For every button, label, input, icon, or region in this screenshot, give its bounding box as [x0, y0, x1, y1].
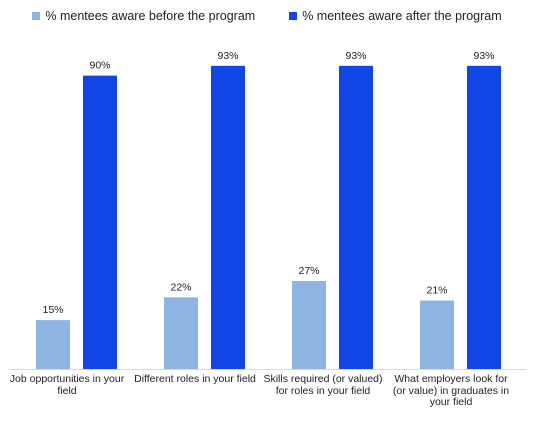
legend-label-before: % mentees aware before the program — [45, 9, 256, 23]
data-label: 93% — [473, 50, 494, 62]
legend-item-after: % mentees aware after the program — [289, 9, 502, 23]
bar-after — [467, 65, 501, 369]
data-label: 27% — [298, 265, 319, 277]
category-label: What employers look for (or value) in gr… — [392, 373, 510, 408]
category-label: Job opportunities in your field — [9, 373, 125, 397]
data-label: 90% — [89, 60, 110, 72]
legend-label-after: % mentees aware after the program — [302, 9, 502, 23]
bar-after — [339, 65, 373, 369]
bar-before — [164, 297, 198, 369]
legend-item-before: % mentees aware before the program — [32, 9, 255, 23]
legend-swatch-before — [32, 12, 41, 20]
data-label: 93% — [217, 50, 238, 62]
data-label: 22% — [170, 281, 191, 293]
bar-before — [292, 280, 326, 369]
bar-before — [420, 300, 454, 369]
bar-before — [36, 320, 70, 369]
category-label: Different roles in your field — [134, 373, 256, 385]
data-label: 93% — [345, 50, 366, 62]
data-label: 21% — [426, 285, 447, 297]
legend-swatch-after — [289, 12, 298, 20]
category-label: Skills required (or valued) for roles in… — [263, 373, 383, 397]
legend: % mentees aware before the program % men… — [0, 9, 534, 23]
bar-after — [83, 75, 117, 369]
bar-after — [211, 65, 245, 369]
data-label: 15% — [42, 304, 63, 316]
